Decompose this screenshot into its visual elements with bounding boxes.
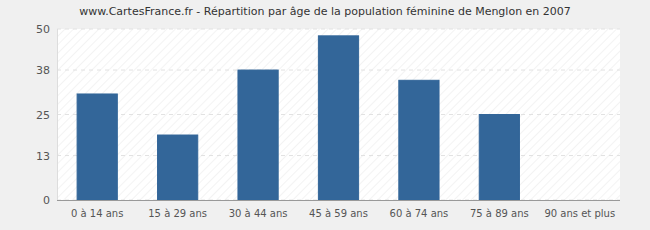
x-tick-label: 30 à 44 ans xyxy=(229,208,288,219)
x-tick-label: 45 à 59 ans xyxy=(309,208,368,219)
x-tick-label: 0 à 14 ans xyxy=(71,208,123,219)
x-tick-label: 60 à 74 ans xyxy=(390,208,449,219)
x-tick-label: 75 à 89 ans xyxy=(470,208,529,219)
bar xyxy=(479,115,519,201)
y-axis xyxy=(57,29,58,200)
chart-container: www.CartesFrance.fr - Répartition par âg… xyxy=(0,0,650,230)
y-tick-label: 13 xyxy=(36,150,50,163)
title: www.CartesFrance.fr - Répartition par âg… xyxy=(79,5,571,18)
y-tick-label: 25 xyxy=(36,109,50,122)
chart-svg: www.CartesFrance.fr - Répartition par âg… xyxy=(0,0,650,230)
bar xyxy=(399,80,439,200)
x-tick-label: 15 à 29 ans xyxy=(148,208,207,219)
y-tick-label: 0 xyxy=(43,194,50,207)
bar xyxy=(158,135,198,200)
grid-line xyxy=(57,29,620,30)
y-tick-label: 50 xyxy=(36,23,50,36)
x-axis xyxy=(57,200,620,201)
background xyxy=(0,0,650,230)
bars xyxy=(77,36,519,200)
bar xyxy=(560,200,600,201)
bar xyxy=(238,70,278,200)
bar xyxy=(318,36,358,200)
y-tick-label: 38 xyxy=(36,64,50,77)
plot-area xyxy=(57,29,620,200)
bar xyxy=(77,94,117,200)
x-tick-label: 90 ans et plus xyxy=(544,208,615,219)
